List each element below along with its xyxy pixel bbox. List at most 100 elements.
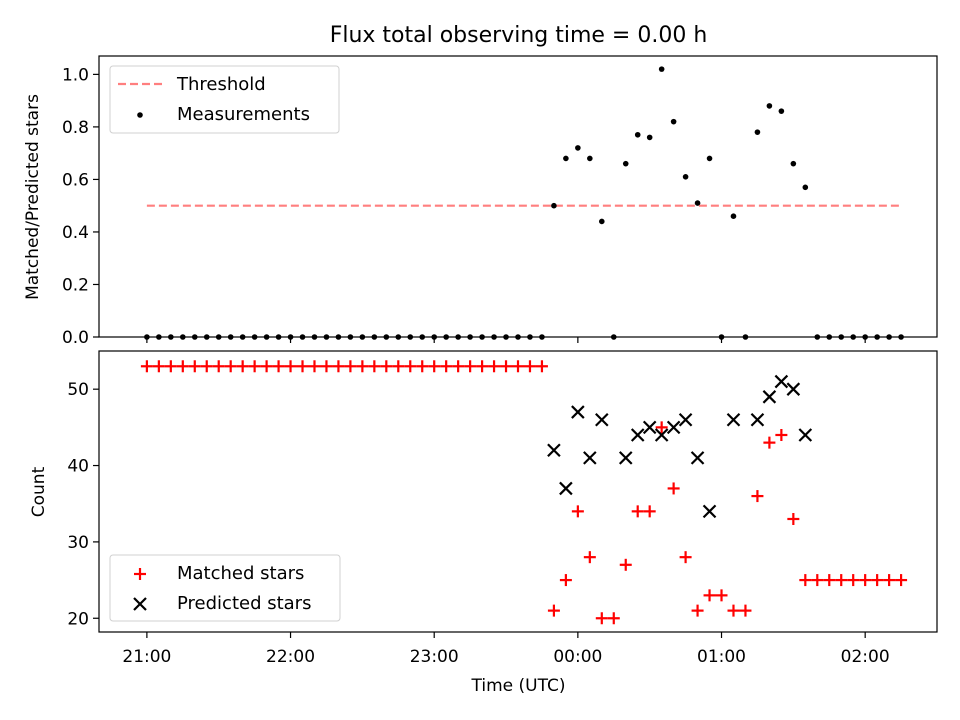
x-tick-label: 21:00 (122, 647, 171, 667)
predicted-star-point (618, 451, 633, 465)
x-tick-label: 00:00 (553, 647, 602, 667)
top-y-tick-label: 0.4 (62, 223, 89, 243)
bottom-y-tick-label: 50 (67, 380, 89, 400)
predicted-x-b (726, 412, 741, 427)
top-y-axis-label: Matched/Predicted stars (23, 94, 43, 300)
matched-star-point (655, 421, 668, 434)
matched-star-point (631, 505, 644, 518)
matched-star-point (188, 360, 201, 373)
predicted-star-point (798, 428, 813, 442)
matched-star-point (212, 360, 225, 373)
matched-star-point (607, 612, 620, 625)
matched-star-point (799, 574, 812, 587)
bottom-y-tick-label: 40 (67, 457, 89, 477)
matched-star-point (404, 360, 417, 373)
legend-predicted-label: Predicted stars (177, 593, 311, 614)
legend-threshold-label: Threshold (176, 74, 266, 95)
matched-star-point (847, 574, 860, 587)
matched-star-point (476, 360, 489, 373)
top-y-tick-label: 1.0 (62, 65, 89, 85)
bottom-y-axis-label: Count (29, 466, 49, 517)
matched-star-point (667, 482, 680, 495)
predicted-x-b (762, 390, 777, 404)
predicted-star-point (595, 412, 609, 427)
measurement-point (730, 213, 737, 219)
predicted-x-b (654, 428, 669, 442)
matched-star-point (248, 360, 261, 373)
predicted-star-point (583, 451, 597, 465)
matched-star-point (332, 360, 345, 373)
bottom-legend: Matched stars Predicted stars (109, 554, 341, 622)
matched-star-point (320, 360, 333, 373)
matched-star-point (200, 360, 213, 373)
matched-star-point (703, 589, 716, 602)
predicted-star-point (726, 412, 741, 427)
x-axis-label: Time (UTC) (471, 676, 566, 696)
matched-star-point (595, 612, 608, 625)
matched-star-point (368, 360, 381, 373)
matched-star-point (152, 360, 165, 373)
matched-star-point (691, 604, 704, 617)
matched-star-point (392, 360, 405, 373)
predicted-x-b (702, 504, 717, 519)
measurement-point (658, 66, 665, 72)
predicted-star-point (654, 428, 669, 442)
predicted-star-point (678, 412, 693, 427)
matched-star-point (895, 574, 908, 587)
matched-star-point (296, 360, 309, 373)
predicted-star-point (762, 390, 777, 404)
bottom-y-tick-label: 20 (67, 609, 89, 629)
legend-matched-swatch (134, 568, 146, 580)
matched-star-point (751, 490, 764, 503)
measurement-point (694, 200, 701, 206)
matched-star-point (140, 360, 153, 373)
bottom-y-ticks: 20 30 40 50 (67, 380, 99, 629)
predicted-star-point (559, 481, 573, 496)
x-tick-label: 23:00 (410, 647, 459, 667)
matched-star-point (523, 360, 536, 373)
measurement-point (802, 184, 809, 191)
matched-star-point (260, 360, 273, 373)
matched-star-point (739, 604, 752, 617)
predicted-star-point (571, 405, 585, 419)
measurement-point (778, 108, 785, 114)
predicted-star-point (547, 443, 561, 458)
matched-star-point (344, 360, 357, 373)
matched-star-point (835, 574, 848, 587)
measurement-point (766, 103, 773, 109)
predicted-x-b (774, 374, 789, 389)
matched-star-point (176, 360, 189, 373)
matched-star-point (775, 428, 788, 441)
chart-title: Flux total observing time = 0.00 h (330, 23, 708, 48)
top-plot-area (144, 66, 904, 340)
matched-star-point (416, 360, 429, 373)
legend-matched-label: Matched stars (177, 563, 304, 584)
predicted-star-point (642, 420, 657, 435)
measurement-point (670, 118, 677, 125)
matched-star-point (464, 360, 477, 373)
matched-star-point (452, 360, 465, 373)
top-y-ticks: 0.0 0.2 0.4 0.6 0.8 1.0 (62, 65, 99, 348)
matched-star-point (440, 360, 453, 373)
matched-star-point (619, 558, 632, 571)
legend-measurements-swatch (137, 112, 143, 118)
matched-star-point (512, 360, 524, 373)
predicted-star-point (630, 428, 645, 442)
top-y-tick-label: 0.2 (62, 275, 89, 295)
top-y-tick-label: 0.0 (62, 328, 89, 348)
matched-star-point (284, 360, 297, 373)
top-y-tick-label: 0.6 (62, 170, 89, 190)
predicted-x-b (583, 451, 597, 465)
top-legend: Threshold Measurements (109, 65, 340, 134)
x-tick-label: 02:00 (841, 647, 890, 667)
bottom-axes-frame (98, 350, 938, 633)
measurement-point (575, 145, 581, 151)
measurement-point (790, 160, 797, 167)
matched-star-point (787, 512, 800, 525)
predicted-x-b (595, 412, 609, 427)
predicted-star-point (702, 504, 717, 519)
matched-star-point (164, 360, 177, 373)
matched-star-point (643, 505, 656, 518)
matched-star-point (272, 360, 285, 373)
